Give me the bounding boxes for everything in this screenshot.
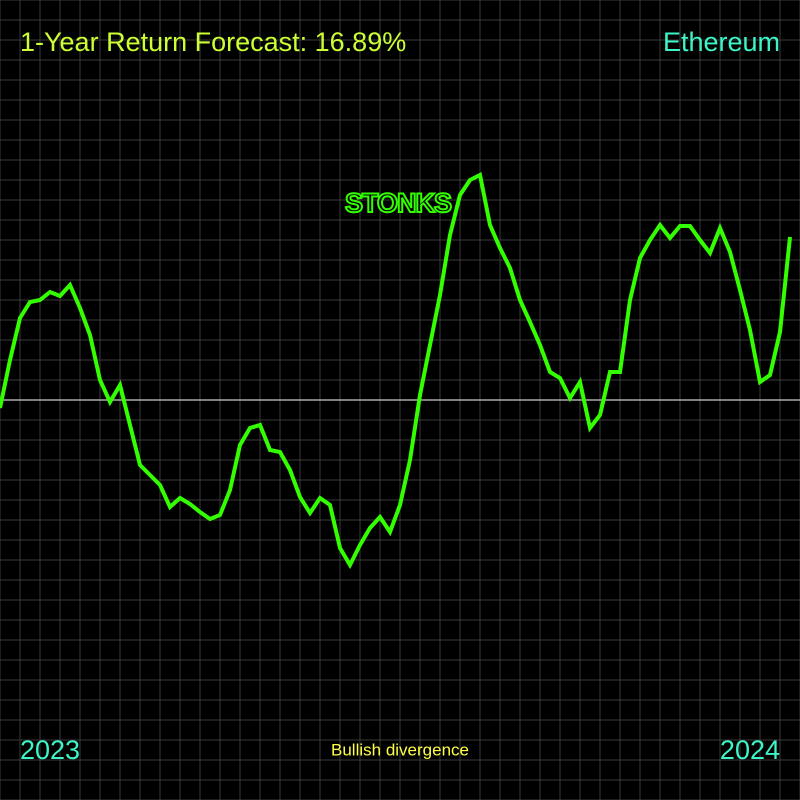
footer-note: Bullish divergence [331, 740, 469, 759]
chart-title: 1-Year Return Forecast: 16.89% [20, 27, 406, 57]
chart-subtitle: Ethereum [663, 27, 780, 57]
annotation: STONKS [345, 188, 451, 218]
x-label-start: 2023 [20, 735, 80, 765]
price-line [0, 172, 792, 570]
x-label-end: 2024 [720, 735, 780, 765]
